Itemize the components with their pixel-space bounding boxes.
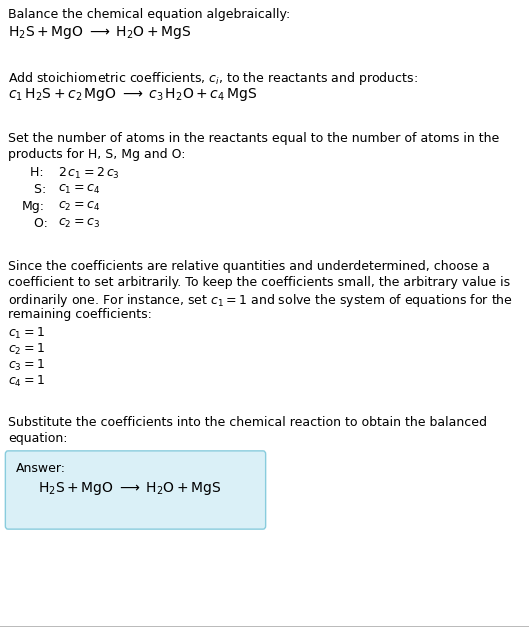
Text: O:: O:: [22, 217, 48, 230]
Text: H:: H:: [22, 166, 43, 179]
Text: Add stoichiometric coefficients, $c_i$, to the reactants and products:: Add stoichiometric coefficients, $c_i$, …: [8, 70, 418, 87]
Text: Since the coefficients are relative quantities and underdetermined, choose a: Since the coefficients are relative quan…: [8, 260, 490, 273]
Text: Mg:: Mg:: [22, 200, 45, 213]
Text: $c_2 = c_4$: $c_2 = c_4$: [58, 200, 100, 213]
Text: $c_1\,\mathrm{H_2S} + c_2\,\mathrm{MgO} \;\longrightarrow\; c_3\,\mathrm{H_2O} +: $c_1\,\mathrm{H_2S} + c_2\,\mathrm{MgO} …: [8, 86, 257, 103]
Text: $c_2 = 1$: $c_2 = 1$: [8, 342, 45, 357]
Text: Balance the chemical equation algebraically:: Balance the chemical equation algebraica…: [8, 8, 290, 21]
Text: Set the number of atoms in the reactants equal to the number of atoms in the: Set the number of atoms in the reactants…: [8, 132, 499, 145]
Text: Substitute the coefficients into the chemical reaction to obtain the balanced: Substitute the coefficients into the che…: [8, 416, 487, 429]
Text: $c_1 = 1$: $c_1 = 1$: [8, 326, 45, 341]
Text: $c_4 = 1$: $c_4 = 1$: [8, 374, 45, 389]
Text: $2\,c_1 = 2\,c_3$: $2\,c_1 = 2\,c_3$: [58, 166, 120, 181]
FancyBboxPatch shape: [5, 451, 266, 529]
Text: coefficient to set arbitrarily. To keep the coefficients small, the arbitrary va: coefficient to set arbitrarily. To keep …: [8, 276, 510, 289]
Text: $c_1 = c_4$: $c_1 = c_4$: [58, 183, 100, 196]
Text: ordinarily one. For instance, set $c_1 = 1$ and solve the system of equations fo: ordinarily one. For instance, set $c_1 =…: [8, 292, 513, 309]
Text: products for H, S, Mg and O:: products for H, S, Mg and O:: [8, 148, 186, 161]
Text: Answer:: Answer:: [16, 462, 66, 475]
Text: $\mathrm{H_2S + MgO} \;\longrightarrow\; \mathrm{H_2O + MgS}$: $\mathrm{H_2S + MgO} \;\longrightarrow\;…: [38, 480, 221, 497]
Text: equation:: equation:: [8, 432, 68, 445]
Text: S:: S:: [22, 183, 46, 196]
Text: $c_3 = 1$: $c_3 = 1$: [8, 358, 45, 373]
Text: $\mathrm{H_2S + MgO} \;\longrightarrow\; \mathrm{H_2O + MgS}$: $\mathrm{H_2S + MgO} \;\longrightarrow\;…: [8, 24, 191, 41]
Text: remaining coefficients:: remaining coefficients:: [8, 308, 152, 321]
Text: $c_2 = c_3$: $c_2 = c_3$: [58, 217, 100, 230]
